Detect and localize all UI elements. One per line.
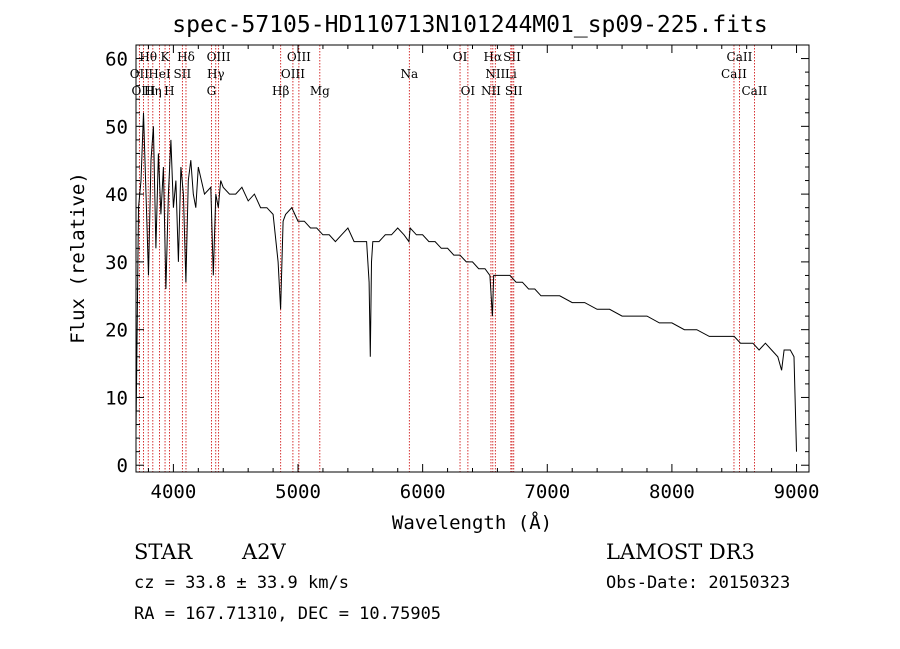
x-tick-label-1: 5000 [275,481,321,503]
plot-frame [135,44,810,473]
marker-label-25: CaII [721,67,747,81]
marker-label-24: OIII [131,84,155,98]
spectral-line-markers: HαNIINIILiSIISIIOIOINaMgOIIIOIIIHβOIIIHγ… [130,45,768,472]
marker-label-16: Hδ [177,50,195,64]
x-tick-label-2: 6000 [400,481,446,503]
redshift-velocity: cz = 33.8 ± 33.9 km/s [134,573,349,593]
marker-label-11: OIII [281,67,305,81]
y-axis-ticks: 0 10 20 30 40 50 60 [105,49,809,477]
observation-date: Obs-Date: 20150323 [606,573,790,593]
marker-label-27: CaII [741,84,767,98]
x-axis-ticks: 4000 5000 6000 7000 8000 9000 [147,45,820,503]
marker-label-1: NII [485,67,505,81]
marker-label-7: OI [461,84,476,98]
marker-label-17: SII [174,67,192,81]
y-tick-label-6: 60 [105,49,128,71]
y-tick-label-4: 40 [105,184,128,206]
marker-label-3: Li [505,67,517,81]
marker-label-4: SII [503,50,521,64]
y-tick-label-2: 20 [105,320,128,342]
marker-label-2: NII [481,84,501,98]
x-tick-label-4: 8000 [649,481,695,503]
marker-label-9: Mg [310,84,330,98]
marker-label-13: OIII [207,50,231,64]
marker-label-0: Hα [484,50,503,64]
ra-dec-coordinates: RA = 167.71310, DEC = 10.75905 [134,604,441,624]
y-tick-label-1: 10 [105,387,128,409]
object-class: STAR [134,540,193,564]
x-tick-label-5: 9000 [774,481,820,503]
x-axis-label: Wavelength (Å) [392,511,552,534]
marker-label-12: Hβ [272,84,289,98]
y-tick-label-0: 0 [117,455,128,477]
marker-label-18: H [164,84,174,98]
marker-label-5: SII [505,84,523,98]
y-tick-label-3: 30 [105,252,128,274]
marker-label-10: OIII [287,50,311,64]
chart-title: spec-57105-HD110713N101244M01_sp09-225.f… [172,12,767,38]
marker-label-26: CaII [727,50,753,64]
spectrum-line [135,112,797,452]
marker-label-19: K [161,50,171,64]
marker-label-20: HeI [148,67,171,81]
marker-label-15: G [207,84,217,98]
y-tick-label-5: 50 [105,116,128,138]
marker-label-8: Na [400,67,418,81]
marker-label-6: OI [453,50,468,64]
marker-label-14: Hγ [207,67,225,81]
object-subclass: A2V [241,540,287,564]
survey-name: LAMOST DR3 [606,540,755,564]
marker-label-23: OII [130,67,150,81]
x-tick-label-0: 4000 [151,481,197,503]
x-tick-label-3: 7000 [524,481,570,503]
marker-label-22: Hθ [139,50,157,64]
y-axis-label: Flux (relative) [67,172,89,344]
